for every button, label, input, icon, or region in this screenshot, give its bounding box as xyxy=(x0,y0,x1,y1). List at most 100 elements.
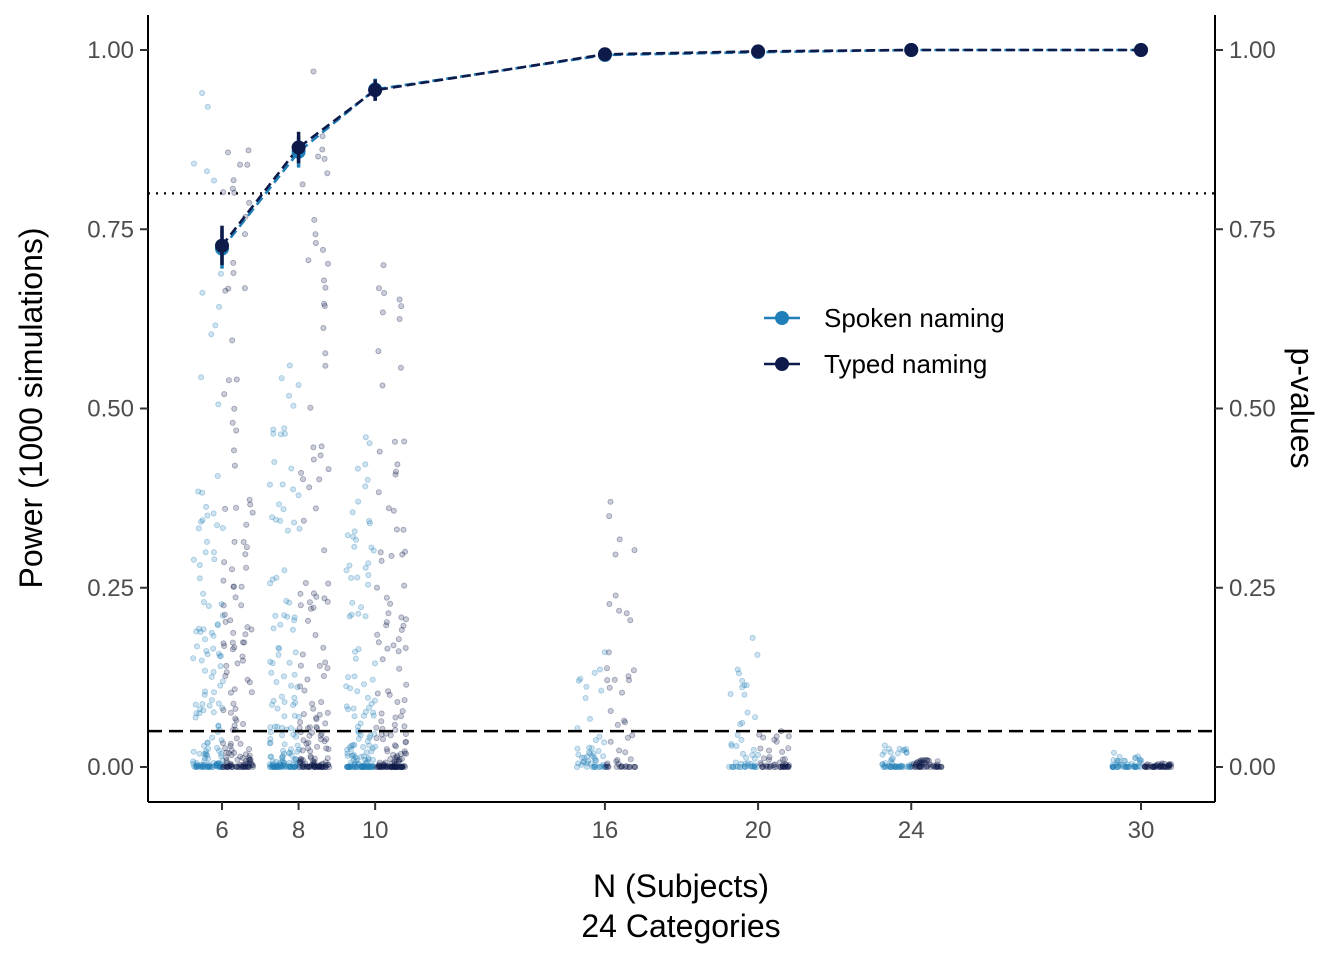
pvalue-point xyxy=(348,759,355,766)
pvalue-point xyxy=(224,149,231,156)
pvalue-point xyxy=(772,764,779,771)
pvalue-point xyxy=(311,764,318,771)
pvalue-point xyxy=(193,763,200,770)
pvalue-point xyxy=(742,764,749,771)
pvalue-point xyxy=(916,759,923,766)
pvalue-point xyxy=(217,764,224,771)
pvalue-point xyxy=(274,723,281,730)
pvalue-point xyxy=(881,748,888,755)
pvalue-point xyxy=(320,673,327,680)
pvalue-point xyxy=(348,746,355,753)
pvalue-point xyxy=(218,761,225,768)
pvalue-point xyxy=(352,655,359,662)
pvalue-point xyxy=(739,719,746,726)
pvalue-point xyxy=(317,732,324,739)
pvalue-point xyxy=(1157,763,1164,770)
pvalue-point xyxy=(208,331,215,338)
pvalue-point xyxy=(315,762,322,769)
pvalue-point xyxy=(318,763,325,770)
pvalue-point xyxy=(901,746,908,753)
pvalue-point xyxy=(771,736,778,743)
pvalue-point xyxy=(308,763,315,770)
pvalue-point xyxy=(391,761,398,768)
pvalue-point xyxy=(229,646,236,653)
pvalue-point xyxy=(581,754,588,761)
pvalue-point xyxy=(882,760,889,767)
pvalue-point xyxy=(348,575,355,582)
pvalue-point xyxy=(391,760,398,767)
pvalue-point xyxy=(207,763,214,770)
pvalue-point xyxy=(305,763,312,770)
pvalue-point xyxy=(294,742,301,749)
pvalue-point xyxy=(240,761,247,768)
pvalue-point xyxy=(219,764,226,771)
pvalue-point xyxy=(741,682,748,689)
pvalue-point xyxy=(244,764,251,771)
pvalue-point xyxy=(205,603,212,610)
pvalue-point xyxy=(604,665,611,672)
pvalue-point xyxy=(231,686,238,693)
pvalue-point xyxy=(574,764,581,771)
pvalue-point xyxy=(1123,764,1130,771)
pvalue-point xyxy=(396,665,403,672)
pvalue-point xyxy=(279,755,286,762)
pvalue-point xyxy=(202,751,209,758)
x-tick-label: 16 xyxy=(592,817,619,844)
pvalue-point xyxy=(199,764,206,771)
pvalue-point xyxy=(588,745,595,752)
pvalue-point xyxy=(357,720,364,727)
pvalue-point xyxy=(917,758,924,765)
pvalue-point xyxy=(305,764,312,771)
pvalue-point xyxy=(270,430,277,437)
pvalue-point xyxy=(272,612,279,619)
pvalue-point xyxy=(269,576,276,583)
legend: Spoken naming Typed naming xyxy=(764,303,1005,379)
y-tick-label-right: 0.25 xyxy=(1229,575,1276,602)
pvalue-point xyxy=(240,721,247,728)
pvalue-point xyxy=(401,582,408,589)
pvalue-point xyxy=(389,763,396,770)
pvalue-point xyxy=(739,677,746,684)
pvalue-point xyxy=(281,612,288,619)
pvalue-point xyxy=(385,610,392,617)
pvalue-point xyxy=(932,763,939,770)
pvalue-point xyxy=(271,764,278,771)
pvalue-point xyxy=(211,762,218,769)
pvalue-point xyxy=(1157,764,1164,771)
pvalue-point xyxy=(299,747,306,754)
pvalue-point xyxy=(600,761,607,768)
pvalue-point xyxy=(604,760,611,767)
pvalue-point xyxy=(401,750,408,757)
pvalue-point xyxy=(1132,764,1139,771)
pvalue-point xyxy=(292,699,299,706)
pvalue-point xyxy=(398,756,405,763)
pvalue-point xyxy=(289,763,296,770)
pvalue-point xyxy=(280,759,287,766)
pvalue-point xyxy=(236,764,243,771)
pvalue-point xyxy=(271,764,278,771)
pvalue-point xyxy=(316,711,323,718)
pvalue-point xyxy=(591,764,598,771)
pvalue-point xyxy=(359,764,366,771)
pvalue-point xyxy=(231,462,238,469)
pvalue-point xyxy=(623,610,630,617)
pvalue-point xyxy=(397,750,404,757)
pvalue-point xyxy=(729,763,736,770)
pvalue-point xyxy=(310,762,317,769)
pvalue-point xyxy=(231,749,238,756)
pvalue-point xyxy=(1136,759,1143,766)
pvalue-point xyxy=(199,489,206,496)
pvalue-point xyxy=(578,761,585,768)
pvalue-point xyxy=(887,758,894,765)
x-tick-label: 10 xyxy=(362,817,389,844)
pvalue-point xyxy=(908,764,915,771)
pvalue-point xyxy=(365,704,372,711)
pvalue-point xyxy=(287,764,294,771)
pvalue-point xyxy=(747,760,754,767)
pvalue-point xyxy=(199,764,206,771)
pvalue-point xyxy=(360,764,367,771)
pvalue-point xyxy=(395,648,402,655)
pvalue-point xyxy=(343,763,350,770)
pvalue-point xyxy=(203,168,210,175)
